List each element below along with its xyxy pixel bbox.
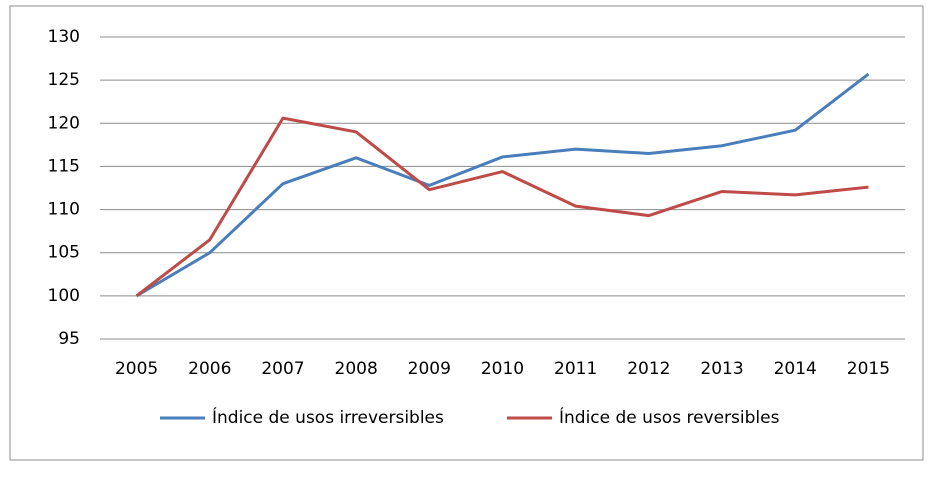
y-tick-label: 120 (48, 113, 80, 133)
legend-label: Índice de usos irreversibles (212, 406, 444, 428)
x-tick-label: 2006 (188, 359, 231, 379)
x-tick-label: 2010 (481, 359, 524, 379)
y-tick-label: 100 (48, 286, 80, 306)
x-tick-label: 2012 (627, 359, 670, 379)
series-line (135, 116, 869, 298)
x-tick-label: 2013 (700, 359, 743, 379)
y-tick-label: 130 (48, 27, 80, 47)
y-tick-label: 125 (48, 70, 80, 90)
x-tick-label: 2015 (847, 359, 890, 379)
x-tick-label: 2014 (774, 359, 817, 379)
legend-label: Índice de usos reversibles (559, 406, 780, 428)
x-tick-label: 2007 (261, 359, 304, 379)
y-tick-label: 105 (48, 243, 80, 263)
x-tick-label: 2008 (335, 359, 378, 379)
x-tick-label: 2009 (408, 359, 451, 379)
y-tick-label: 115 (48, 156, 80, 176)
y-tick-label: 110 (48, 200, 80, 220)
x-tick-label: 2005 (115, 359, 158, 379)
x-tick-label: 2011 (554, 359, 597, 379)
series-line (135, 72, 870, 298)
y-tick-label: 95 (58, 329, 80, 349)
chart-border (9, 5, 924, 461)
